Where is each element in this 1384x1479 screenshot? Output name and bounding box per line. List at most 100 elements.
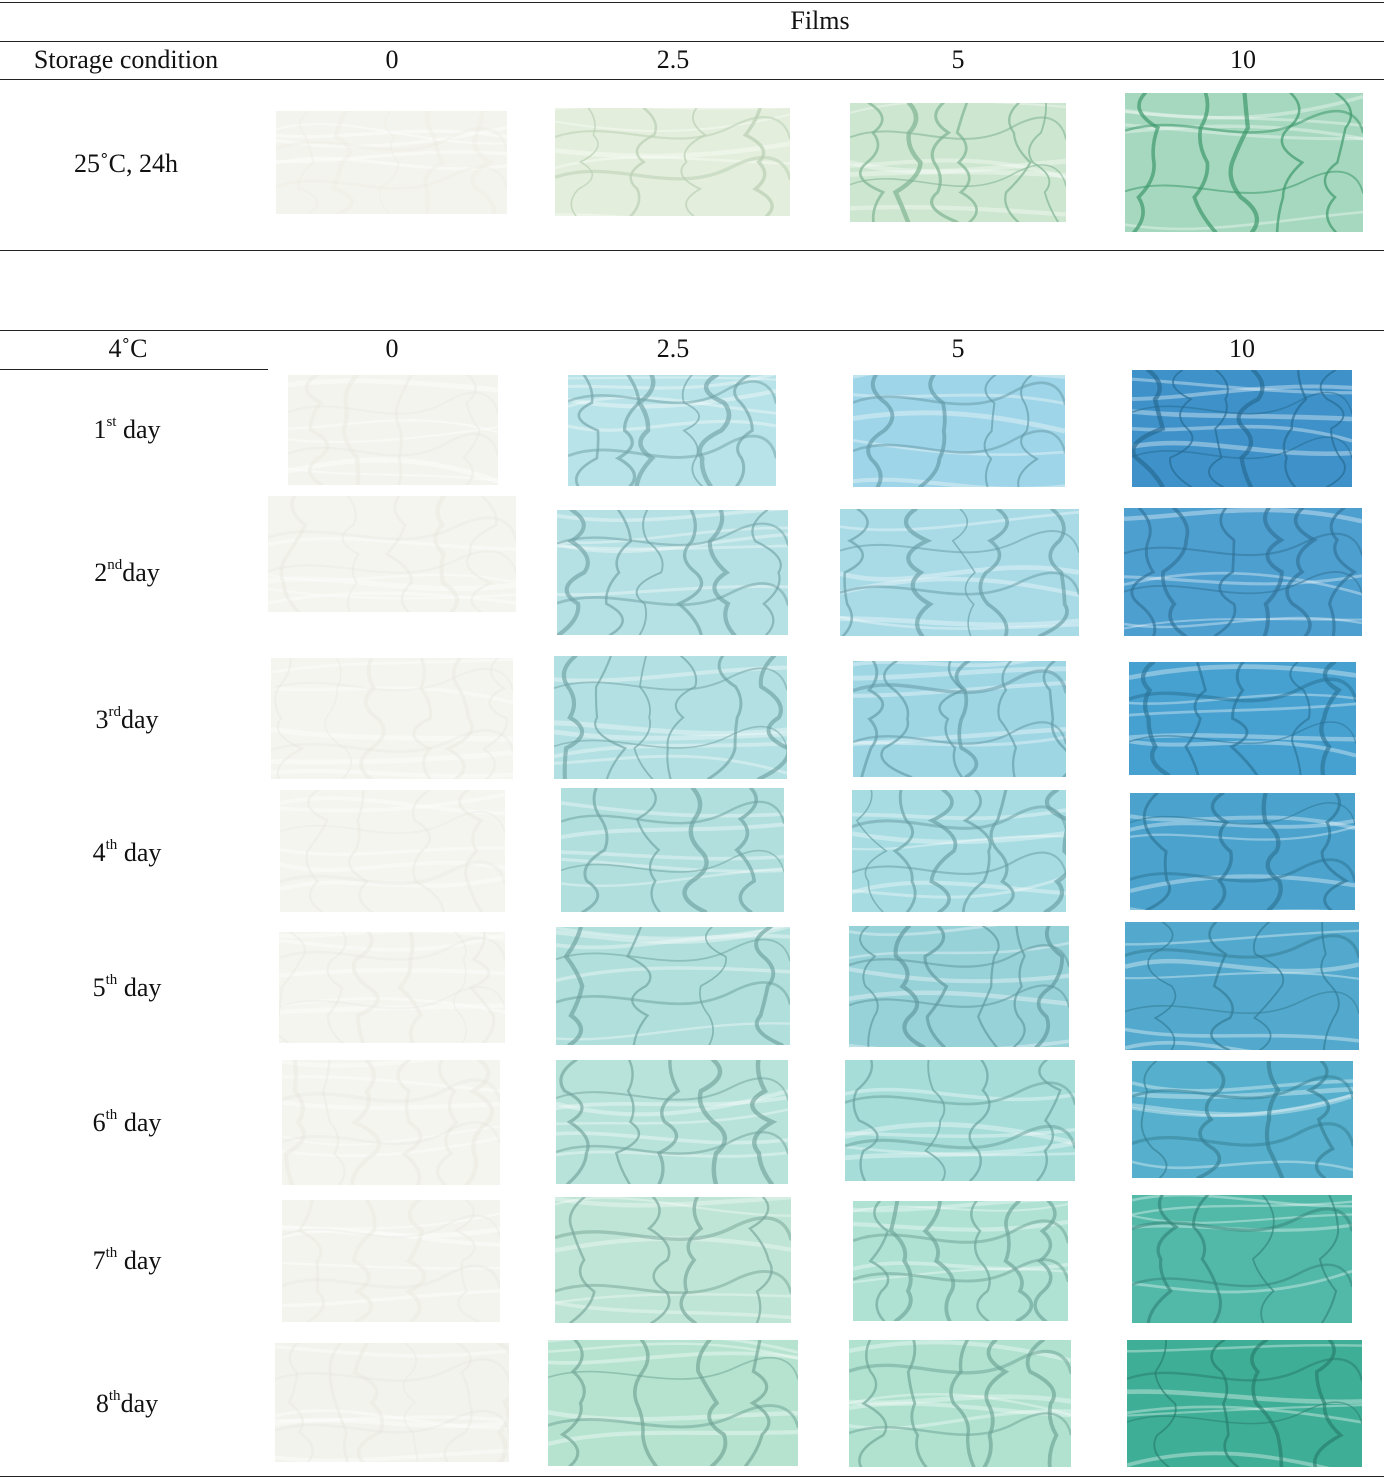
film-texture	[557, 510, 788, 635]
film-photo-room-5	[850, 103, 1066, 222]
film-photo-day2-5	[840, 509, 1079, 636]
day-number: 1	[93, 415, 107, 444]
film-texture	[554, 656, 787, 779]
film-photo-day1-2-5	[568, 375, 776, 486]
film-photo-day4-10	[1130, 793, 1355, 910]
film-texture	[845, 1060, 1075, 1181]
film-photo-day2-10	[1124, 508, 1362, 636]
film-photo-day7-10	[1132, 1195, 1352, 1323]
film-texture	[1130, 793, 1355, 910]
film-photo-day3-5	[853, 661, 1066, 777]
rule-header-bottom	[0, 79, 1384, 80]
day-word: day	[117, 838, 162, 867]
film-photo-day8-5	[849, 1340, 1071, 1467]
day-word: day	[117, 1246, 162, 1275]
day-label: 4th day	[93, 837, 162, 868]
concentration-header-5: 5	[951, 45, 965, 74]
day-label: 6th day	[92, 1107, 162, 1138]
day-suffix: rd	[108, 704, 121, 721]
film-texture	[852, 790, 1066, 912]
rule-films	[0, 41, 1384, 42]
film-photo-day1-0	[288, 375, 498, 485]
day-suffix: st	[106, 414, 117, 431]
film-texture	[568, 375, 776, 486]
film-photo-day5-0	[279, 932, 505, 1043]
film-photo-day3-2-5	[554, 656, 787, 779]
film-texture	[555, 108, 790, 216]
day-suffix: nd	[107, 557, 123, 574]
film-texture	[1132, 370, 1352, 487]
day-number: 8	[95, 1389, 109, 1418]
condition-cold: 4˚C	[108, 334, 148, 363]
film-photo-day2-2-5	[557, 510, 788, 635]
film-texture	[1132, 1195, 1352, 1323]
day-word: day	[120, 705, 159, 734]
day-label: 7th day	[92, 1245, 162, 1276]
day-suffix: th	[105, 1107, 118, 1124]
film-texture	[849, 926, 1069, 1047]
film-photo-day2-0	[268, 496, 516, 612]
cold-concentration-10: 10	[1229, 334, 1255, 363]
day-number: 2	[94, 558, 108, 587]
day-number: 3	[95, 705, 109, 734]
film-photo-day4-2-5	[561, 788, 784, 912]
day-label: 1st day	[93, 414, 161, 445]
rule-cold-header-bottom	[0, 369, 268, 370]
film-photo-day3-0	[271, 658, 513, 779]
day-label: 3rdday	[95, 704, 159, 735]
film-texture	[555, 1197, 791, 1323]
film-photo-room-10	[1125, 93, 1363, 232]
day-label: 5th day	[92, 972, 162, 1003]
day-number: 6	[92, 1108, 106, 1137]
storage-condition-header: Storage condition	[33, 45, 219, 74]
film-texture	[279, 932, 505, 1043]
film-photo-day1-5	[853, 375, 1065, 487]
day-suffix: th	[108, 1388, 121, 1405]
film-texture	[1132, 1061, 1353, 1178]
film-texture	[282, 1060, 500, 1185]
film-texture	[840, 509, 1079, 636]
film-texture	[1125, 93, 1363, 232]
day-suffix: th	[105, 972, 118, 989]
film-photo-day7-5	[853, 1201, 1068, 1321]
film-texture	[853, 375, 1065, 487]
film-texture	[849, 1340, 1071, 1467]
day-word: day	[117, 973, 162, 1002]
film-photo-day6-0	[282, 1060, 500, 1185]
concentration-header-0: 0	[385, 45, 399, 74]
film-photo-room-0	[276, 111, 507, 214]
film-photo-day5-10	[1125, 922, 1359, 1050]
day-word: day	[116, 415, 161, 444]
film-texture	[268, 496, 516, 612]
rule-room-bottom	[0, 250, 1384, 251]
film-photo-day8-2-5	[548, 1340, 798, 1466]
film-texture	[275, 1343, 509, 1462]
film-texture	[850, 103, 1066, 222]
cold-concentration-2-5: 2.5	[656, 334, 690, 363]
cold-concentration-0: 0	[385, 334, 399, 363]
day-number: 5	[92, 973, 106, 1002]
film-photo-day4-0	[280, 790, 505, 912]
cold-concentration-5: 5	[951, 334, 965, 363]
film-texture	[561, 788, 784, 912]
film-photo-day8-10	[1127, 1340, 1362, 1467]
rule-table-bottom	[0, 1476, 1384, 1477]
rule-top	[0, 2, 1384, 3]
day-label: 8thday	[95, 1388, 158, 1419]
concentration-header-2-5: 2.5	[656, 45, 690, 74]
film-texture	[853, 1201, 1068, 1321]
day-suffix: th	[105, 837, 118, 854]
film-texture	[1125, 922, 1359, 1050]
film-photo-day6-5	[845, 1060, 1075, 1181]
day-number: 7	[92, 1246, 106, 1275]
concentration-header-10: 10	[1230, 45, 1256, 74]
film-photo-day5-2-5	[556, 927, 790, 1045]
film-photo-day5-5	[849, 926, 1069, 1047]
film-texture	[556, 1060, 788, 1184]
film-photo-day6-2-5	[556, 1060, 788, 1184]
film-texture	[1127, 1340, 1362, 1467]
film-texture	[1124, 508, 1362, 636]
film-texture	[280, 790, 505, 912]
film-texture	[271, 658, 513, 779]
film-texture	[556, 927, 790, 1045]
